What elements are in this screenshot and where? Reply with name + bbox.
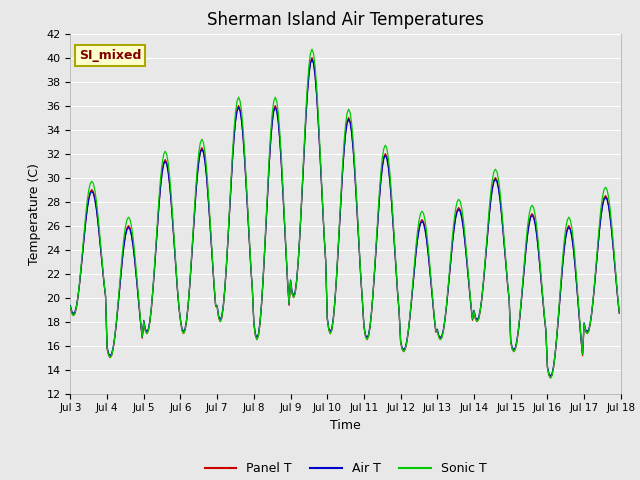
- Legend: Panel T, Air T, Sonic T: Panel T, Air T, Sonic T: [200, 457, 492, 480]
- Title: Sherman Island Air Temperatures: Sherman Island Air Temperatures: [207, 11, 484, 29]
- X-axis label: Time: Time: [330, 419, 361, 432]
- Y-axis label: Temperature (C): Temperature (C): [28, 163, 41, 264]
- Text: SI_mixed: SI_mixed: [79, 49, 141, 62]
